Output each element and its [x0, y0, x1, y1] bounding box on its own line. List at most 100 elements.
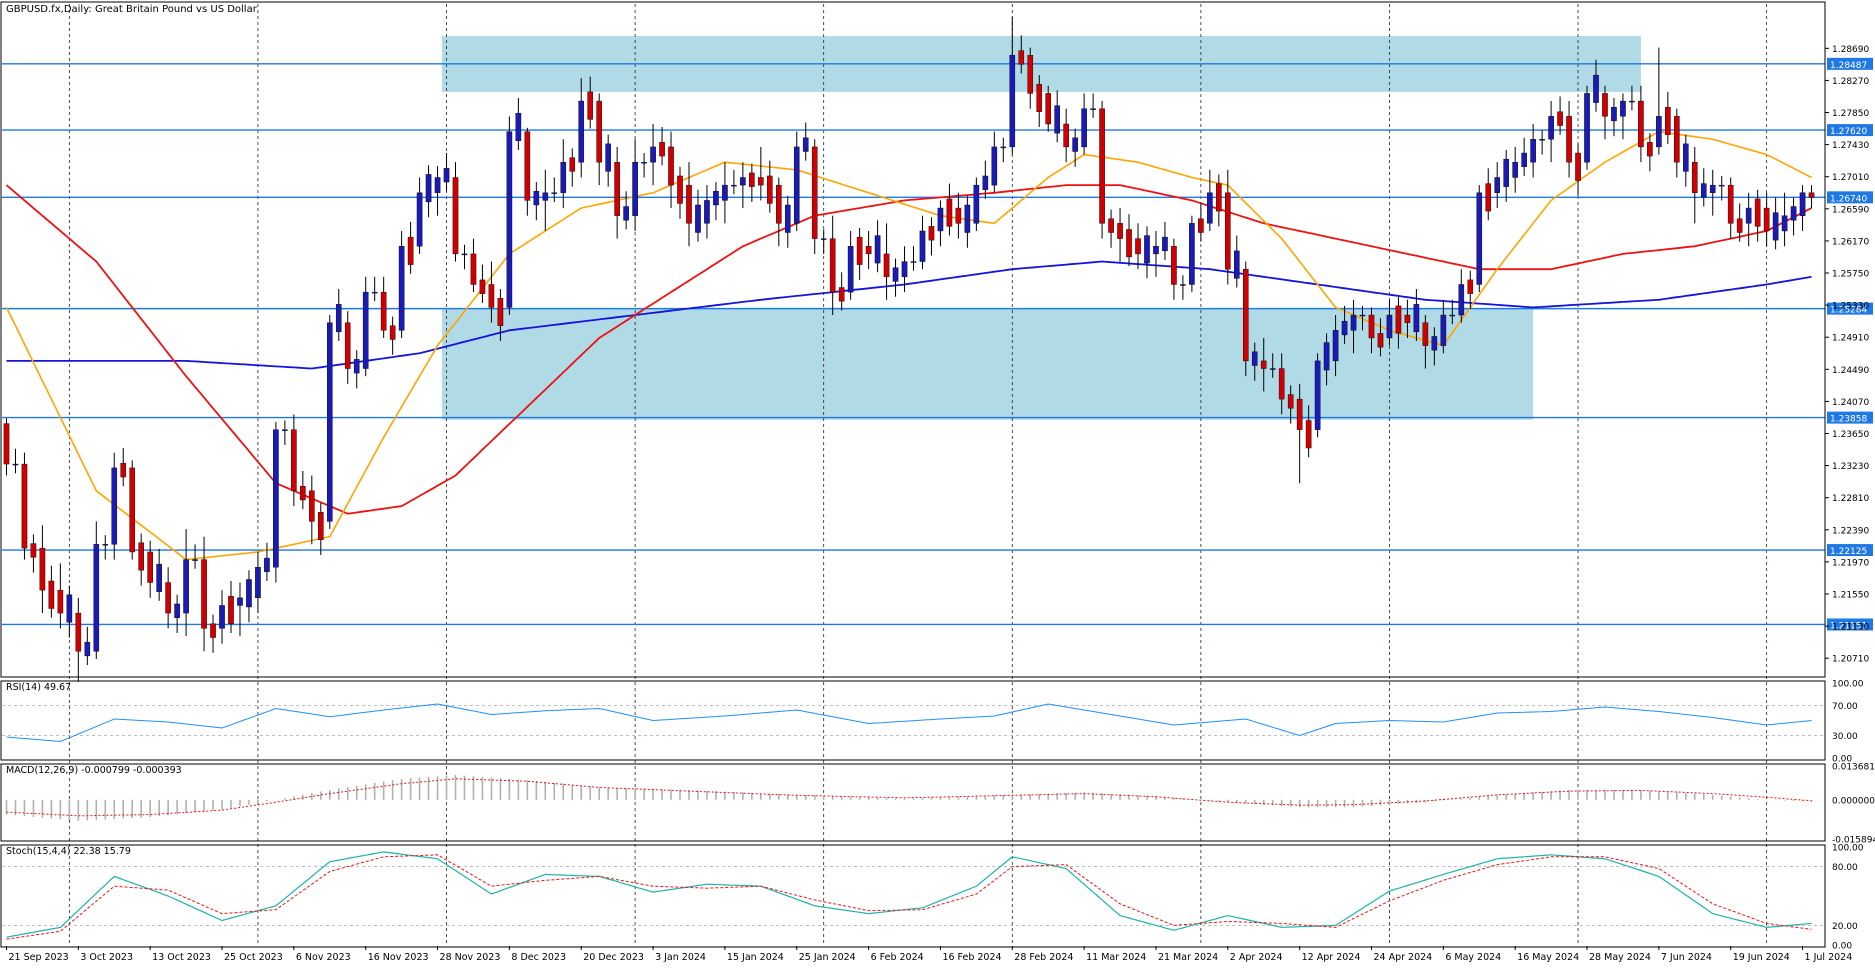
candle-bearish[interactable] [21, 463, 28, 549]
candle-bullish[interactable] [1072, 137, 1078, 152]
candle-bullish[interactable] [84, 641, 91, 657]
candle-bearish[interactable] [1018, 50, 1025, 65]
candle-bullish[interactable] [650, 146, 656, 163]
candle-bullish[interactable] [1332, 330, 1339, 362]
candle-bearish[interactable] [488, 284, 495, 308]
candle-bearish[interactable] [497, 298, 504, 326]
candle-bearish[interactable] [1216, 183, 1222, 212]
candle-bullish[interactable] [1790, 206, 1797, 221]
candle-bullish[interactable] [605, 143, 611, 172]
candle-bearish[interactable] [1665, 106, 1671, 135]
candle-bullish[interactable] [1359, 314, 1366, 317]
candle-bearish[interactable] [201, 559, 207, 629]
candle-bearish[interactable] [749, 172, 755, 187]
candle-bearish[interactable] [758, 177, 764, 186]
candle-bearish[interactable] [775, 184, 782, 224]
candle-bullish[interactable] [1269, 368, 1276, 370]
candle-bearish[interactable] [452, 177, 459, 255]
candle-bullish[interactable] [1584, 93, 1590, 163]
candle-bearish[interactable] [928, 226, 935, 241]
candle-bullish[interactable] [515, 113, 522, 141]
candle-bullish[interactable] [1144, 235, 1150, 264]
candle-bullish[interactable] [1530, 139, 1536, 163]
candle-bearish[interactable] [300, 486, 306, 501]
candle-bearish[interactable] [147, 551, 153, 583]
candle-bullish[interactable] [1620, 100, 1626, 117]
candle-bearish[interactable] [1108, 218, 1114, 233]
candle-bearish[interactable] [1808, 192, 1815, 198]
candle-bullish[interactable] [1656, 116, 1662, 148]
candle-bullish[interactable] [102, 544, 109, 546]
candle-bearish[interactable] [309, 490, 315, 522]
candle-bearish[interactable] [596, 100, 602, 163]
candle-bearish[interactable] [587, 91, 594, 120]
candle-bullish[interactable] [1189, 223, 1195, 285]
candle-bearish[interactable] [1736, 218, 1743, 233]
candle-bearish[interactable] [1404, 314, 1411, 323]
candle-bearish[interactable] [829, 238, 836, 293]
candle-bullish[interactable] [623, 206, 629, 221]
candle-bearish[interactable] [48, 580, 55, 609]
candle-bullish[interactable] [335, 304, 342, 333]
candle-bearish[interactable] [569, 157, 576, 172]
candle-bearish[interactable] [228, 596, 234, 624]
candle-bullish[interactable] [506, 131, 513, 308]
candle-bullish[interactable] [991, 146, 998, 186]
candle-bullish[interactable] [353, 359, 360, 374]
candle-bearish[interactable] [1638, 100, 1644, 148]
candle-bullish[interactable] [273, 429, 279, 568]
candle-bullish[interactable] [704, 200, 710, 224]
candle-bullish[interactable] [1494, 177, 1501, 193]
candle-bullish[interactable] [731, 184, 737, 187]
candle-bullish[interactable] [425, 174, 432, 203]
candle-bullish[interactable] [362, 291, 369, 369]
candle-bearish[interactable] [344, 322, 351, 369]
candle-bullish[interactable] [1629, 100, 1635, 103]
candle-bearish[interactable] [39, 547, 46, 591]
candle-bullish[interactable] [219, 605, 225, 629]
candle-bullish[interactable] [542, 192, 549, 201]
candle-bearish[interactable] [686, 184, 692, 224]
candle-bearish[interactable] [1754, 198, 1761, 227]
candle-bearish[interactable] [1377, 333, 1384, 348]
candle-bullish[interactable] [174, 603, 180, 618]
candle-bearish[interactable] [318, 512, 324, 540]
candle-bullish[interactable] [282, 429, 288, 431]
candle-bearish[interactable] [1063, 123, 1069, 148]
candle-bearish[interactable] [1126, 229, 1132, 258]
candle-bullish[interactable] [1548, 116, 1554, 140]
candle-bearish[interactable] [210, 623, 216, 638]
candle-bullish[interactable] [1458, 284, 1465, 316]
candle-bullish[interactable] [1054, 105, 1060, 134]
candle-bearish[interactable] [811, 146, 818, 239]
candle-bearish[interactable] [470, 253, 477, 285]
candle-bearish[interactable] [1296, 398, 1303, 430]
candle-bullish[interactable] [901, 261, 908, 278]
candle-bullish[interactable] [632, 161, 638, 216]
candle-bullish[interactable] [1323, 342, 1330, 371]
candle-bullish[interactable] [416, 192, 423, 247]
candle-bullish[interactable] [722, 184, 728, 201]
candle-bearish[interactable] [1045, 93, 1052, 125]
candle-bullish[interactable] [443, 168, 450, 183]
candle-bullish[interactable] [246, 579, 252, 608]
candle-bearish[interactable] [614, 161, 620, 216]
candle-bullish[interactable] [1386, 314, 1393, 339]
candle-bullish[interactable] [156, 563, 162, 592]
candle-bullish[interactable] [1745, 207, 1752, 224]
candle-bullish[interactable] [793, 146, 800, 224]
candle-bearish[interactable] [1674, 116, 1680, 163]
candle-bearish[interactable] [165, 582, 171, 614]
candle-bullish[interactable] [264, 557, 270, 573]
candle-bearish[interactable] [1485, 183, 1492, 212]
candle-bearish[interactable] [30, 543, 37, 558]
candle-bullish[interactable] [1000, 146, 1007, 149]
candle-bullish[interactable] [1413, 304, 1420, 333]
candle-bullish[interactable] [1350, 314, 1357, 331]
candle-bullish[interactable] [847, 246, 854, 293]
candle-bullish[interactable] [255, 567, 261, 599]
candle-bullish[interactable] [1700, 183, 1707, 198]
candle-bearish[interactable] [380, 291, 387, 331]
